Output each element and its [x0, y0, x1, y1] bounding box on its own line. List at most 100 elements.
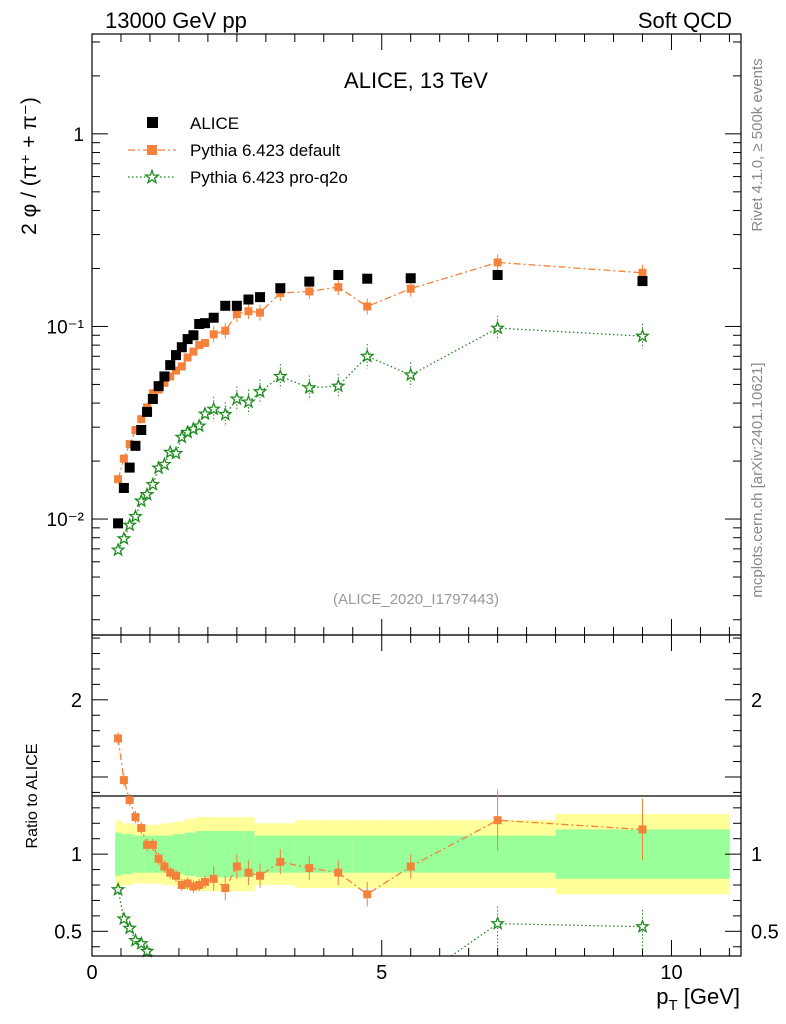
ratio-default-point [131, 813, 140, 822]
main-y-label: 2 φ / (π⁺ + π⁻) [18, 97, 41, 235]
default-point [406, 284, 415, 293]
ratio-default-point [305, 864, 314, 873]
default-line [117, 261, 643, 480]
ratio-default-point [137, 823, 146, 832]
main-y-tick-label: 1 [73, 125, 84, 146]
default-point [363, 302, 372, 311]
ratio-proq2o-point [110, 881, 126, 896]
ratio-default-point [143, 840, 152, 849]
ratio-proq2o-point [116, 911, 132, 926]
stat-uncertainty-band [242, 830, 255, 878]
alice-point [208, 312, 219, 323]
stat-uncertainty-band [161, 835, 168, 873]
alice-point [243, 294, 254, 305]
alice-point [153, 381, 164, 392]
ratio-default-point [209, 874, 218, 883]
default-point [119, 454, 128, 463]
legend-label-default: Pythia 6.423 default [190, 141, 341, 160]
ratio-default-point [195, 881, 204, 890]
stat-uncertainty-band [173, 834, 180, 875]
ratio-y-tick-label: 0.5 [54, 921, 82, 943]
default-point [209, 330, 218, 339]
header-left: 13000 GeV pp [105, 8, 247, 33]
proq2o-point [133, 493, 149, 508]
proq2o-point [229, 391, 245, 406]
legend-marker-alice [147, 117, 158, 128]
ratio-proq2o-point [635, 918, 650, 933]
x-tick-label: 10 [660, 962, 682, 984]
alice-point [231, 300, 242, 311]
default-point [183, 353, 192, 362]
proq2o-point [490, 320, 506, 335]
ratio-default-point [256, 871, 265, 880]
alice-point [220, 300, 231, 311]
main-title: ALICE, 13 TeV [344, 68, 488, 93]
default-point [638, 268, 647, 277]
legend-label-proq2o: Pythia 6.423 pro-q2o [190, 168, 348, 187]
proq2o-point [197, 406, 213, 421]
stat-uncertainty-band [149, 835, 157, 873]
ratio-y-tick-label: 1 [71, 844, 82, 866]
stat-uncertainty-band [120, 834, 128, 875]
stat-uncertainty-band [115, 832, 122, 876]
main-data [110, 254, 650, 557]
ratio-default-point [363, 890, 372, 899]
stat-uncertainty-band [144, 835, 151, 873]
default-point [195, 341, 204, 350]
ratio-default-point [114, 734, 123, 743]
alice-point [136, 424, 147, 435]
main-panel: 10⁻² 10⁻¹ 1 ALICE, 13 TeV (ALICE_2020_I179… [18, 33, 742, 636]
proq2o-point [191, 418, 207, 433]
ratio-default-point [244, 868, 253, 877]
mcplots-credit: mcplots.cern.ch [arXiv:2401.10621] [749, 362, 766, 597]
ratio-frame [91, 634, 742, 957]
main-y-tick-label: 10⁻² [47, 510, 85, 531]
ratio-x-ticks: 0 5 10 [86, 635, 730, 984]
proq2o-point [272, 368, 288, 383]
default-point [493, 258, 502, 267]
legend-label-alice: ALICE [190, 114, 239, 133]
ratio-default-point [160, 862, 169, 871]
default-point [131, 425, 140, 434]
stat-uncertainty-band [190, 832, 197, 876]
ratio-default-point [493, 816, 502, 825]
ratio-default-point [177, 881, 186, 890]
default-point [200, 339, 209, 348]
default-point [166, 372, 175, 381]
default-point [148, 389, 157, 398]
stat-uncertainty-band [138, 835, 145, 873]
stat-uncertainty-band [352, 835, 383, 873]
default-point [125, 440, 134, 449]
alice-point [492, 269, 503, 280]
legend-marker-default [147, 145, 157, 155]
x-tick-label: 5 [376, 962, 387, 984]
ratio-panel: 0.5 0.5 1 1 2 2 0 5 10 Ratio to ALICE pT [GeV] [24, 634, 779, 1014]
default-point [244, 307, 253, 316]
proq2o-point [110, 542, 126, 557]
default-point [172, 366, 181, 375]
ratio-default-point [125, 796, 134, 805]
proq2o-point [168, 445, 184, 460]
proq2o-point [139, 486, 155, 501]
ratio-default-point [200, 877, 209, 886]
legend: ALICE Pythia 6.423 default Pythia 6.423 … [128, 114, 348, 187]
proq2o-point [128, 508, 143, 523]
default-point [221, 326, 230, 335]
ratio-data [110, 732, 650, 958]
proq2o-line [117, 327, 643, 551]
alice-point [362, 273, 373, 284]
proq2o-point [330, 378, 346, 393]
default-point [189, 347, 198, 356]
proq2o-point [403, 367, 419, 382]
alice-point [333, 269, 344, 280]
ratio-proq2o-point [128, 932, 143, 947]
ratio-y-label: Ratio to ALICE [24, 744, 41, 849]
default-point [177, 362, 186, 371]
proq2o-point [116, 530, 132, 546]
proq2o-point [145, 476, 161, 491]
ratio-default-point [166, 868, 175, 877]
ratio-default-point [119, 776, 128, 785]
alice-point [130, 440, 141, 451]
alice-point [176, 342, 187, 353]
stat-uncertainty-band [178, 834, 186, 875]
